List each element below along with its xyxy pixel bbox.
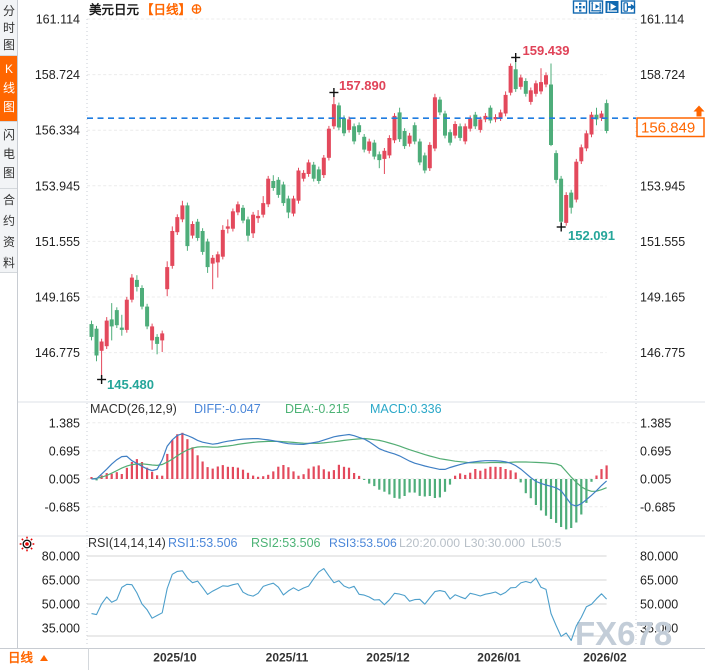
- svg-text:图: 图: [3, 100, 15, 114]
- svg-text:50.000: 50.000: [640, 598, 678, 612]
- svg-text:50.000: 50.000: [42, 598, 80, 612]
- svg-text:【日线】: 【日线】: [141, 2, 191, 17]
- svg-text:146.775: 146.775: [35, 346, 80, 360]
- svg-text:图: 图: [3, 166, 15, 180]
- svg-text:35.000: 35.000: [42, 622, 80, 636]
- svg-text:158.724: 158.724: [640, 68, 685, 82]
- svg-text:L20:20.000: L20:20.000: [399, 536, 460, 550]
- svg-text:35.000: 35.000: [640, 622, 678, 636]
- svg-text:65.000: 65.000: [640, 574, 678, 588]
- svg-text:时: 时: [3, 21, 15, 35]
- svg-text:图: 图: [3, 38, 15, 52]
- svg-text:151.555: 151.555: [640, 235, 685, 249]
- svg-text:0.005: 0.005: [49, 472, 80, 486]
- svg-text:-0.685: -0.685: [45, 500, 80, 514]
- svg-text:161.114: 161.114: [640, 13, 684, 27]
- svg-text:RSI(14,14,14): RSI(14,14,14): [88, 536, 166, 550]
- svg-text:-0.685: -0.685: [640, 500, 675, 514]
- svg-text:152.091: 152.091: [568, 228, 615, 243]
- svg-text:1.385: 1.385: [640, 416, 671, 430]
- svg-text:0.005: 0.005: [640, 472, 671, 486]
- svg-text:158.724: 158.724: [35, 68, 80, 82]
- svg-text:RSI2:53.506: RSI2:53.506: [251, 536, 321, 550]
- svg-text:80.000: 80.000: [42, 550, 80, 564]
- svg-text:1.385: 1.385: [49, 416, 80, 430]
- svg-text:DIFF:-0.047: DIFF:-0.047: [194, 402, 261, 416]
- svg-text:145.480: 145.480: [107, 377, 154, 392]
- svg-text:149.165: 149.165: [35, 291, 80, 305]
- svg-text:159.439: 159.439: [523, 43, 570, 58]
- svg-text:2025/11: 2025/11: [266, 651, 309, 665]
- svg-text:L30:30.000: L30:30.000: [464, 536, 525, 550]
- svg-text:156.334: 156.334: [35, 124, 80, 138]
- svg-text:DEA:-0.215: DEA:-0.215: [285, 402, 350, 416]
- svg-text:149.165: 149.165: [640, 291, 685, 305]
- svg-text:料: 料: [3, 256, 15, 270]
- svg-text:RSI3:53.506: RSI3:53.506: [329, 536, 397, 550]
- svg-text:MACD(26,12,9): MACD(26,12,9): [90, 402, 177, 416]
- svg-text:161.114: 161.114: [36, 13, 80, 27]
- svg-text:2025/10: 2025/10: [153, 651, 197, 665]
- svg-text:RSI1:53.506: RSI1:53.506: [168, 536, 238, 550]
- svg-text:K: K: [5, 62, 13, 76]
- svg-text:153.945: 153.945: [640, 179, 685, 193]
- svg-text:2025/12: 2025/12: [366, 651, 410, 665]
- svg-text:153.945: 153.945: [35, 179, 80, 193]
- svg-text:146.775: 146.775: [640, 346, 685, 360]
- svg-text:日线: 日线: [8, 650, 34, 665]
- svg-text:线: 线: [3, 81, 15, 95]
- svg-text:0.695: 0.695: [640, 444, 671, 458]
- svg-text:电: 电: [3, 147, 15, 161]
- svg-text:0.695: 0.695: [49, 444, 80, 458]
- svg-text:美元日元: 美元日元: [89, 2, 140, 17]
- svg-text:合: 合: [3, 192, 15, 207]
- svg-text:2026/01: 2026/01: [477, 651, 521, 665]
- svg-text:80.000: 80.000: [640, 550, 678, 564]
- svg-text:分: 分: [3, 4, 15, 18]
- svg-text:资: 资: [3, 235, 15, 249]
- svg-text:151.555: 151.555: [35, 235, 80, 249]
- svg-text:MACD:0.336: MACD:0.336: [370, 402, 442, 416]
- svg-text:156.849: 156.849: [641, 120, 695, 137]
- svg-text:2026/02: 2026/02: [583, 651, 627, 665]
- svg-text:157.890: 157.890: [339, 78, 386, 93]
- svg-text:约: 约: [3, 213, 15, 228]
- svg-text:闪: 闪: [3, 128, 15, 142]
- svg-text:L50:5: L50:5: [531, 536, 562, 550]
- svg-text:65.000: 65.000: [42, 574, 80, 588]
- svg-text:FX678: FX678: [575, 615, 672, 652]
